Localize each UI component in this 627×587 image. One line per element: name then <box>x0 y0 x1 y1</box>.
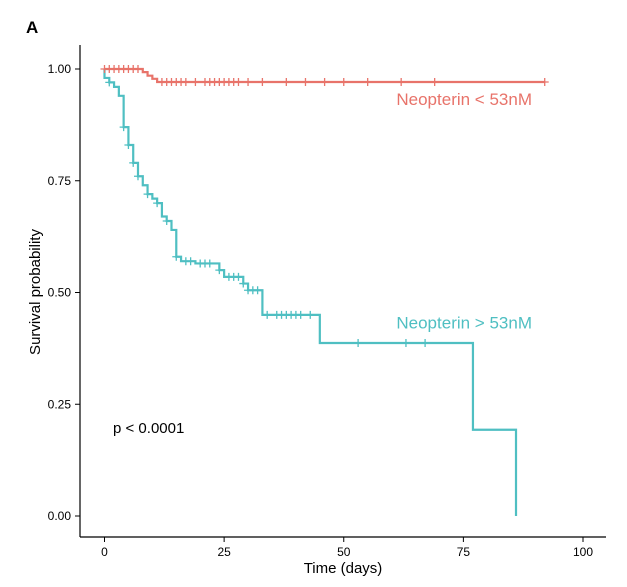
censor-mark <box>301 77 310 86</box>
censor-mark <box>397 77 406 86</box>
panel-label: A <box>26 18 39 37</box>
censor-mark <box>421 339 430 348</box>
censor-mark <box>186 257 195 266</box>
censor-mark <box>129 158 138 167</box>
x-tick-label: 100 <box>573 545 593 559</box>
x-tick-label: 25 <box>217 545 231 559</box>
censor-mark <box>124 140 133 149</box>
censor-mark <box>215 266 224 275</box>
y-tick-label: 1.00 <box>48 62 72 76</box>
censor-marks <box>100 65 549 348</box>
y-tick-label: 0.50 <box>48 286 72 300</box>
censor-mark <box>153 199 162 208</box>
censor-mark <box>181 77 190 86</box>
y-tick-label: 0.25 <box>48 397 72 411</box>
censor-mark <box>339 77 348 86</box>
censor-mark <box>258 77 267 86</box>
censor-mark <box>296 310 305 319</box>
series-label-low: Neopterin < 53nM <box>396 90 532 109</box>
y-axis-title: Survival probability <box>27 229 44 355</box>
survival-curve-low <box>104 67 545 84</box>
censor-mark <box>119 123 128 132</box>
censor-mark <box>320 77 329 86</box>
x-tick-label: 0 <box>101 545 108 559</box>
series-labels: Neopterin < 53nM Neopterin > 53nM <box>396 90 532 333</box>
censor-mark <box>143 190 152 199</box>
survival-curves <box>103 67 545 516</box>
censor-mark <box>263 310 272 319</box>
censor-mark <box>244 77 253 86</box>
y-tick-label: 0.75 <box>48 174 72 188</box>
censor-mark <box>133 65 142 73</box>
censor-mark <box>234 272 243 281</box>
x-tick-label: 75 <box>457 545 471 559</box>
censor-mark <box>133 172 142 181</box>
censor-mark <box>306 310 315 319</box>
survival-curve-high <box>103 69 518 516</box>
series-label-high: Neopterin > 53nM <box>396 313 532 332</box>
censor-mark <box>401 339 410 348</box>
censor-mark <box>162 216 171 225</box>
censor-mark <box>253 286 262 295</box>
censor-mark <box>205 259 214 268</box>
censor-mark <box>354 339 363 348</box>
censor-mark <box>234 77 243 86</box>
x-ticks: 0 25 50 75 100 <box>101 537 593 559</box>
censor-mark <box>363 77 372 86</box>
axes <box>79 45 606 538</box>
censor-mark <box>239 279 248 288</box>
censor-mark <box>191 77 200 86</box>
censor-mark <box>105 78 114 87</box>
censor-mark <box>172 252 181 261</box>
censor-mark <box>282 77 291 86</box>
censor-mark <box>540 77 549 86</box>
x-axis-title: Time (days) <box>304 560 383 577</box>
x-tick-label: 50 <box>337 545 351 559</box>
y-tick-label: 0.00 <box>48 509 72 523</box>
y-ticks: 0.00 0.25 0.50 0.75 1.00 <box>48 62 80 523</box>
p-value-annotation: p < 0.0001 <box>113 420 184 437</box>
censor-mark <box>430 77 439 86</box>
